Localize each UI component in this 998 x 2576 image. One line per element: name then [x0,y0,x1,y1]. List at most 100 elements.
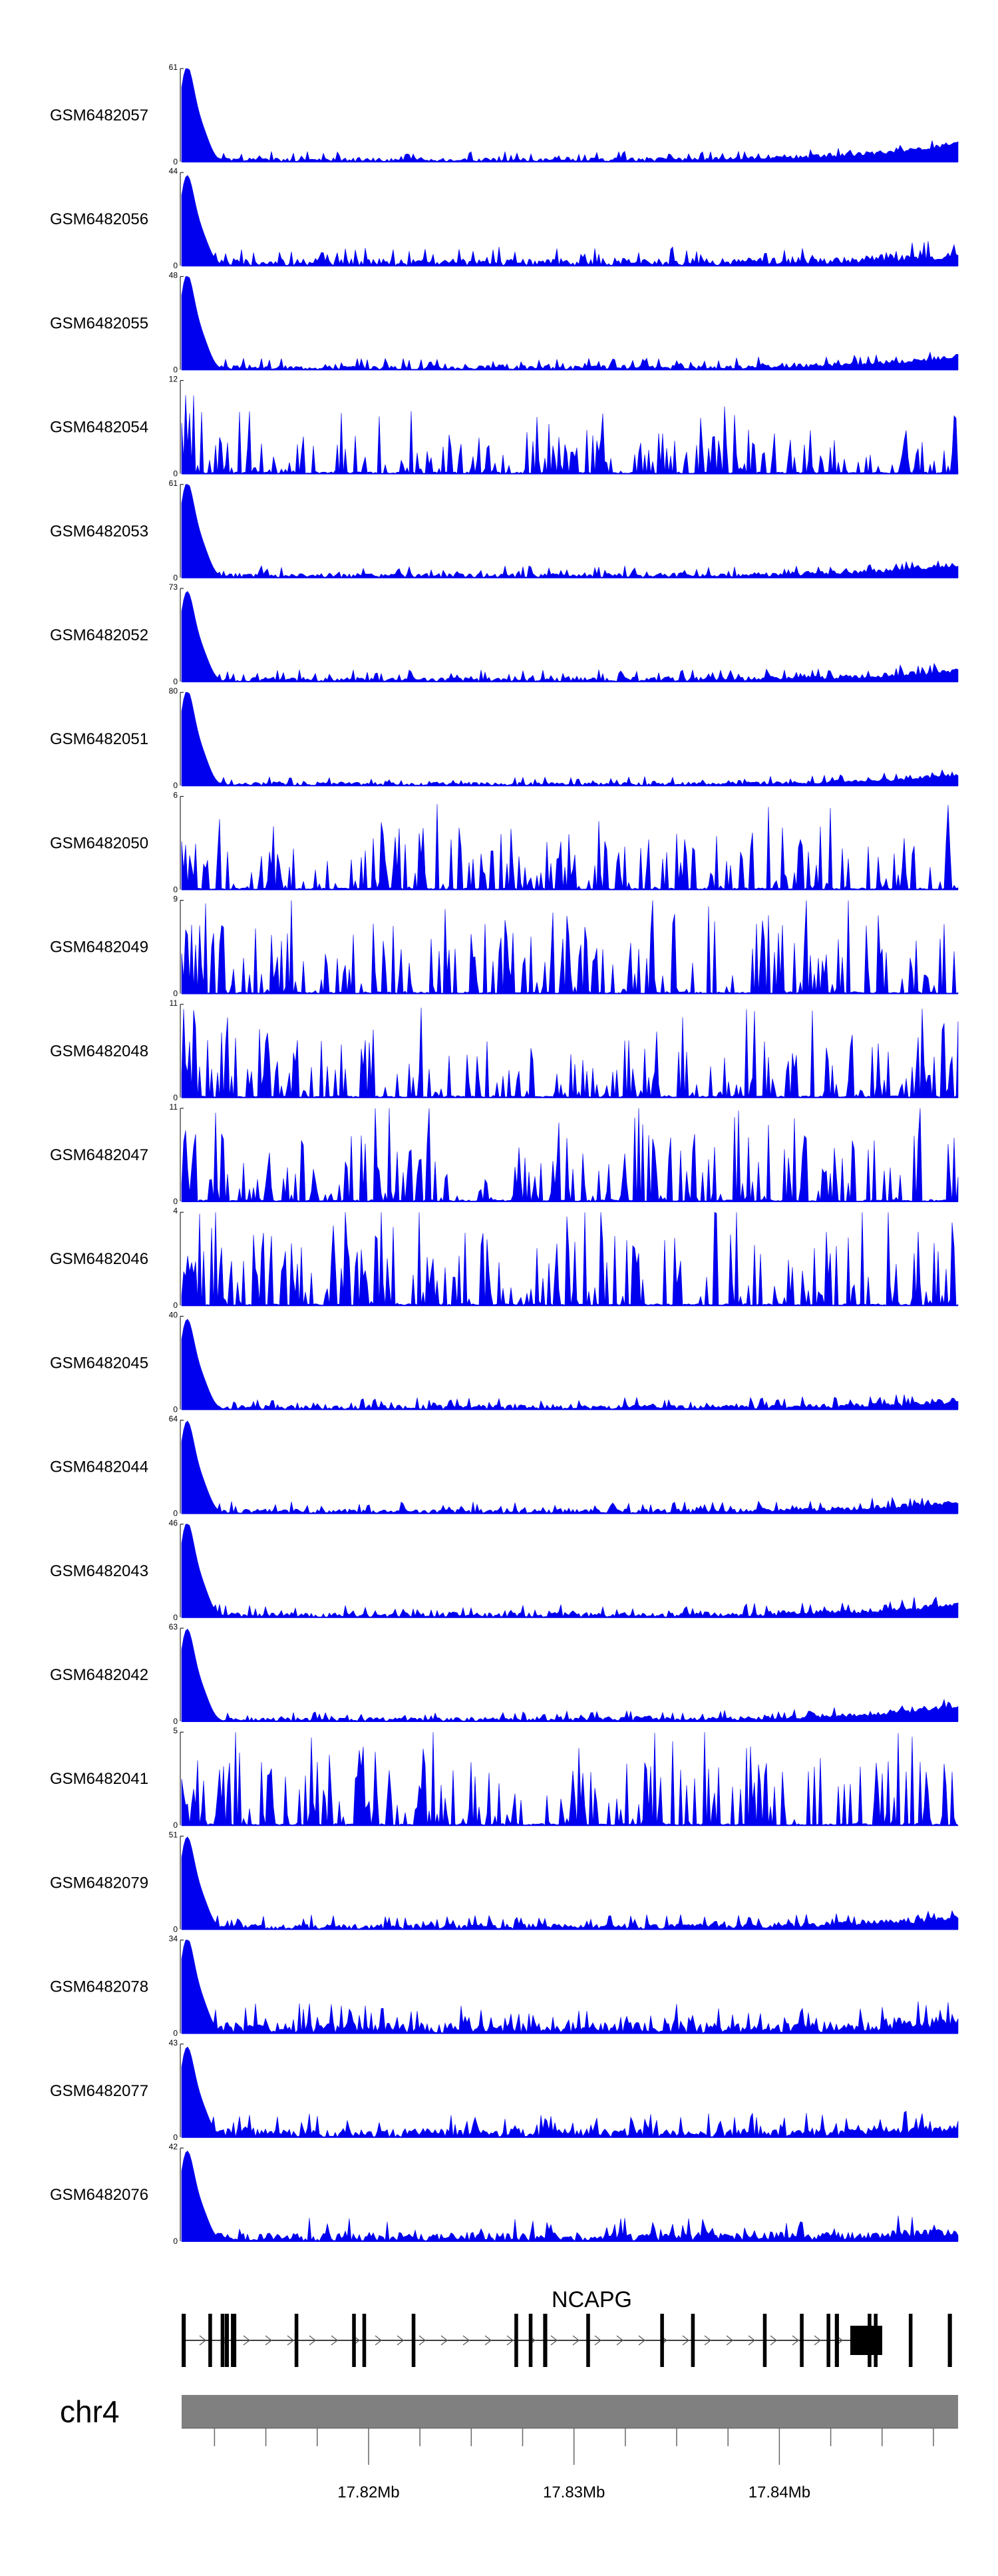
gene-exon [660,2314,664,2367]
track-ymin-label: 0 [173,1301,178,1310]
strand-arrow [331,2335,338,2346]
coverage-tracks: GSM6482057610GSM6482056440GSM6482055480G… [50,63,959,2246]
coverage-area [181,1108,959,1202]
track-ymax-label: 61 [169,479,178,488]
track-label: GSM6482057 [50,107,148,124]
gene-exon [908,2314,913,2367]
track-label: GSM6482043 [50,1562,148,1580]
track-GSM6482044: GSM6482044 64 0 [50,1414,959,1518]
coverage-area [181,1940,959,2034]
track-ymax-label: 11 [170,998,178,1008]
coverage-area [181,1628,959,1722]
track-label: GSM6482044 [50,1458,148,1476]
track-label: GSM6482046 [50,1250,148,1268]
axis-tick-label: 17.84Mb [748,2483,810,2501]
track-GSM6482047: GSM6482047 11 0 [50,1102,959,1206]
track-ymin-label: 0 [173,573,178,582]
track-GSM6482053: GSM6482053 61 0 [50,479,959,582]
gene-exon [762,2314,767,2367]
strand-arrow [792,2335,799,2346]
track-label: GSM6482078 [50,1978,148,1996]
coverage-area [181,1836,959,1930]
track-ymin-label: 0 [173,365,178,374]
coverage-area [181,590,959,682]
track-ymin-label: 0 [173,885,178,894]
track-label: GSM6482052 [50,626,148,644]
track-ymax-label: 5 [173,1726,178,1735]
track-ymax-label: 34 [169,1934,178,1944]
coverage-area [181,175,959,266]
track-GSM6482041: GSM6482041 5 0 [50,1726,959,1830]
track-ymax-label: 9 [173,895,178,904]
track-GSM6482054: GSM6482054 12 0 [50,375,959,479]
genome-axis: chr4 17.82Mb 17.83Mb 17.84Mb [60,2394,958,2501]
gene-exon [514,2314,518,2367]
coverage-area [181,68,959,162]
strand-arrow [484,2335,492,2346]
strand-arrow [199,2335,206,2346]
coverage-area [181,1524,959,1618]
track-label: GSM6482045 [50,1354,148,1372]
track-label: GSM6482041 [50,1770,148,1788]
track-label: GSM6482056 [50,210,148,228]
track-ymax-label: 80 [169,686,178,696]
track-GSM6482076: GSM6482076 42 0 [50,2142,959,2246]
track-GSM6482057: GSM6482057 61 0 [50,63,959,166]
track-GSM6482077: GSM6482077 43 0 [50,2038,959,2142]
gene-exon [586,2314,590,2367]
track-ymin-label: 0 [173,1404,178,1414]
strand-arrow [418,2335,426,2346]
strand-arrow [243,2335,250,2346]
track-ymin-label: 0 [173,1613,178,1622]
track-GSM6482048: GSM6482048 11 0 [50,998,959,1102]
track-GSM6482051: GSM6482051 80 0 [50,686,959,790]
strand-arrow [638,2335,645,2346]
strand-arrow [440,2335,448,2346]
coverage-area [181,692,959,786]
track-ymax-label: 48 [169,270,178,280]
track-ymax-label: 44 [169,166,178,176]
track-GSM6482042: GSM6482042 63 0 [50,1622,959,1726]
track-ymax-label: 12 [169,375,178,384]
strand-arrow [594,2335,601,2346]
gene-exon [528,2314,533,2367]
track-ymin-label: 0 [173,989,178,998]
strand-arrow [287,2335,294,2346]
gene-exon [834,2314,839,2367]
track-label: GSM6482042 [50,1666,148,1684]
track-ymax-label: 63 [169,1622,178,1631]
track-label: GSM6482054 [50,419,148,437]
track-ymin-label: 0 [173,677,178,686]
track-ymin-label: 0 [173,2133,178,2142]
strand-arrow [550,2335,558,2346]
track-label: GSM6482049 [50,939,148,957]
strand-arrow [704,2335,711,2346]
coverage-area [181,803,959,891]
track-label: GSM6482047 [50,1146,148,1164]
track-ymin-label: 0 [173,1717,178,1726]
track-ymax-label: 4 [173,1206,178,1215]
track-ymin-label: 0 [173,1197,178,1206]
strand-arrow [397,2335,404,2346]
track-GSM6482050: GSM6482050 6 0 [50,790,959,894]
coverage-area [181,1211,959,1306]
track-GSM6482045: GSM6482045 40 0 [50,1310,959,1414]
gene-exon [947,2314,952,2367]
strand-arrow [265,2335,272,2346]
strand-arrow [375,2335,382,2346]
track-ymin-label: 0 [173,1509,178,1518]
track-GSM6482046: GSM6482046 4 0 [50,1206,959,1310]
coverage-area [181,276,959,370]
strand-arrow [309,2335,316,2346]
track-label: GSM6482079 [50,1874,148,1892]
track-ymax-label: 42 [169,2142,178,2151]
track-ymax-label: 64 [169,1414,178,1424]
track-ymin-label: 0 [173,157,178,166]
strand-arrow [770,2335,777,2346]
track-ymin-label: 0 [173,2029,178,2038]
track-label: GSM6482048 [50,1042,148,1060]
track-ymax-label: 46 [169,1518,178,1528]
track-ymin-label: 0 [173,1924,178,1934]
track-ymax-label: 73 [169,582,178,592]
